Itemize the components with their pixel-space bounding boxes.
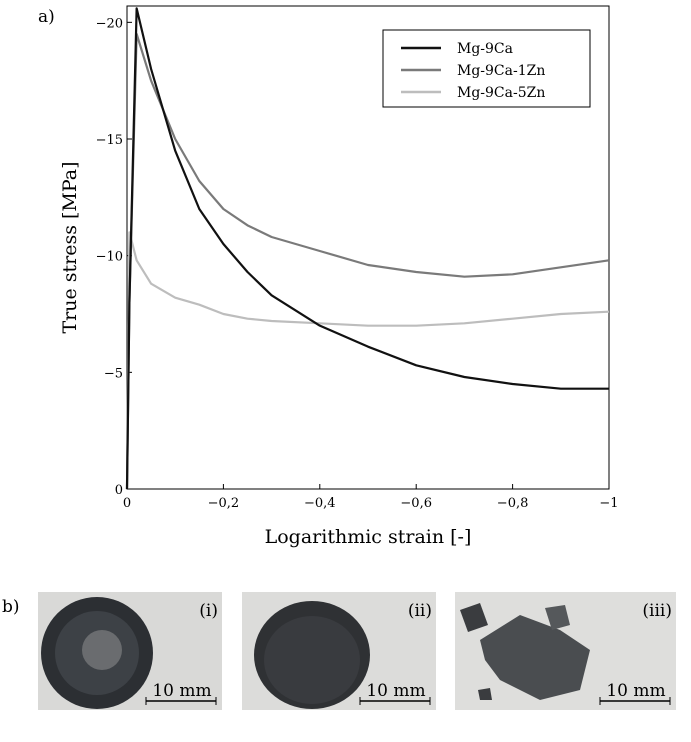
scale-bar-label: 10 mm: [366, 681, 425, 701]
panel-label: a): [38, 7, 55, 27]
y-tick-label: −15: [96, 133, 123, 148]
x-tick-label: −0,2: [208, 496, 240, 511]
x-tick-label: −0,8: [497, 496, 529, 511]
legend-box: [382, 29, 591, 108]
photo-label: (iii): [642, 601, 672, 621]
legend-label: Mg-9Ca-1Zn: [457, 63, 545, 79]
photo-label: (i): [199, 601, 218, 621]
legend-label: Mg-9Ca: [457, 41, 513, 57]
series-line: [125, 7, 609, 490]
x-tick-label: 0: [123, 496, 131, 511]
y-tick-label: −20: [96, 16, 123, 31]
photo-label: (ii): [408, 601, 432, 621]
x-tick-label: −1: [599, 496, 618, 511]
scale-bar-label: 10 mm: [152, 681, 211, 701]
photo: [242, 592, 436, 710]
x-tick-label: −0,4: [304, 496, 336, 511]
scale-bar-label: 10 mm: [606, 681, 665, 701]
y-tick-label: 0: [115, 483, 123, 498]
legend-label: Mg-9Ca-5Zn: [457, 85, 545, 101]
x-tick-label: −0,6: [400, 496, 432, 511]
panel-label: b): [2, 597, 20, 617]
y-tick-label: −10: [96, 250, 123, 265]
series-line: [125, 32, 610, 490]
series-line: [125, 231, 610, 490]
plot-frame: [126, 5, 610, 490]
x-axis-label: Logarithmic strain [-]: [265, 526, 472, 548]
photo: [38, 592, 222, 710]
y-tick-label: −5: [104, 366, 123, 381]
y-axis-label: True stress [MPa]: [59, 161, 81, 333]
photo: [455, 592, 676, 710]
